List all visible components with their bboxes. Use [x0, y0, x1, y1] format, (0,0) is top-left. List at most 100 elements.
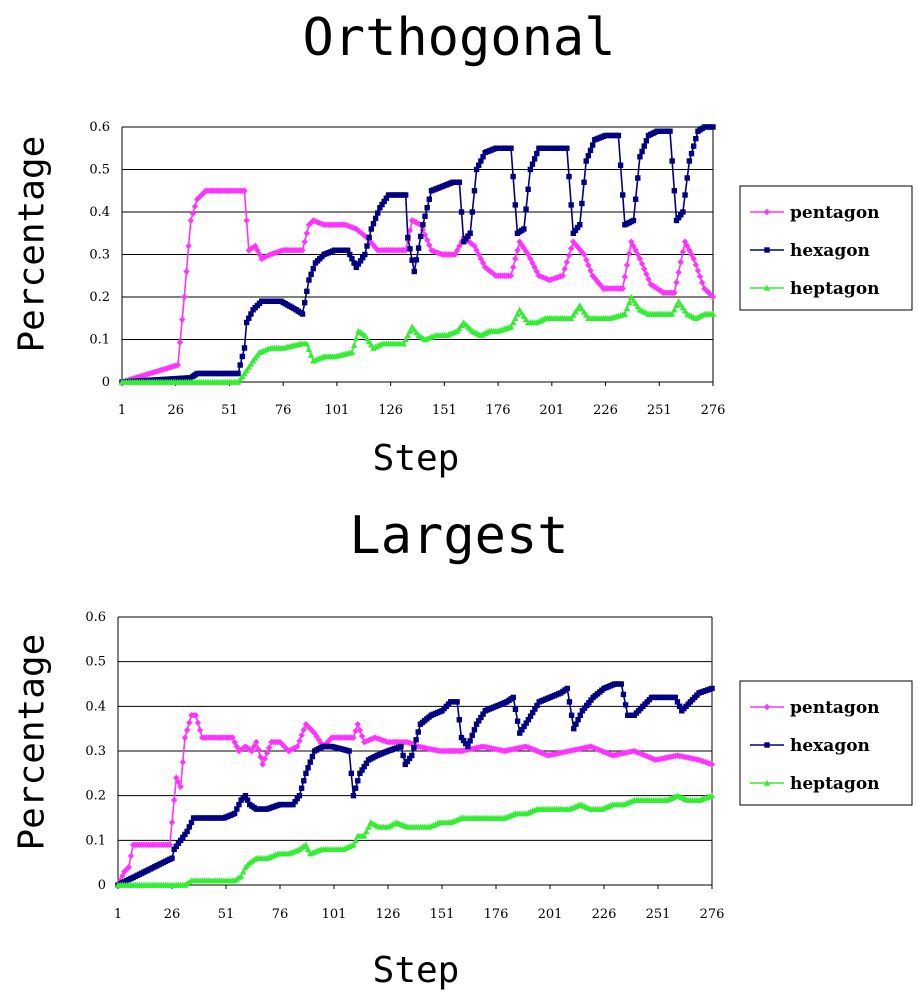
data-point-heptagon-orthogonal	[574, 305, 581, 312]
data-point-hexagon-orthogonal	[372, 215, 379, 222]
data-point-hexagon-largest	[454, 699, 460, 705]
data-point-hexagon-largest	[525, 717, 532, 723]
data-point-pentagon-orthogonal	[587, 267, 594, 274]
data-point-pentagon-orthogonal	[303, 230, 311, 237]
data-point-hexagon-orthogonal	[243, 319, 250, 326]
data-point-hexagon-orthogonal	[411, 268, 417, 275]
data-point-hexagon-orthogonal	[241, 345, 248, 351]
legend-marker-hexagon-largest	[764, 742, 770, 748]
data-point-pentagon-largest	[261, 755, 269, 763]
data-point-hexagon-orthogonal	[675, 214, 682, 221]
data-point-pentagon-largest	[300, 726, 307, 733]
data-point-hexagon-orthogonal	[299, 311, 306, 317]
data-point-hexagon-orthogonal	[310, 265, 316, 272]
data-point-hexagon-largest	[456, 717, 462, 723]
data-point-pentagon-orthogonal	[679, 248, 687, 256]
data-point-hexagon-orthogonal	[566, 173, 572, 180]
data-point-pentagon-orthogonal	[625, 250, 633, 257]
data-point-pentagon-orthogonal	[673, 279, 680, 286]
data-point-pentagon-largest	[166, 841, 174, 848]
data-point-heptagon-orthogonal	[350, 341, 358, 348]
data-point-hexagon-largest	[363, 760, 370, 766]
x-tick-label-largest: 101	[322, 907, 347, 922]
data-point-hexagon-orthogonal	[424, 205, 430, 211]
data-point-heptagon-orthogonal	[348, 349, 356, 355]
data-point-pentagon-orthogonal	[696, 273, 704, 280]
data-point-pentagon-orthogonal	[406, 227, 414, 234]
data-point-pentagon-orthogonal	[531, 264, 538, 271]
data-point-hexagon-orthogonal	[370, 220, 377, 227]
data-point-hexagon-orthogonal	[349, 256, 355, 262]
data-point-hexagon-orthogonal	[422, 213, 428, 219]
data-point-pentagon-orthogonal	[183, 268, 190, 275]
data-point-hexagon-orthogonal	[368, 226, 374, 232]
data-point-pentagon-orthogonal	[699, 279, 706, 286]
data-point-hexagon-largest	[480, 711, 486, 717]
data-point-pentagon-largest	[170, 796, 178, 804]
data-point-hexagon-orthogonal	[239, 353, 246, 360]
data-point-heptagon-orthogonal	[507, 323, 515, 330]
data-point-heptagon-largest	[352, 837, 359, 844]
data-point-hexagon-orthogonal	[678, 212, 684, 218]
data-point-pentagon-largest	[289, 745, 297, 752]
data-point-pentagon-orthogonal	[688, 251, 695, 258]
data-point-pentagon-largest	[229, 734, 236, 741]
data-point-hexagon-largest	[184, 828, 190, 835]
data-point-pentagon-orthogonal	[426, 241, 433, 249]
data-point-hexagon-orthogonal	[463, 236, 469, 242]
data-point-pentagon-largest	[296, 737, 303, 745]
y-tick-label-orthogonal: 0.5	[89, 163, 110, 178]
x-tick-label-orthogonal: 226	[593, 403, 618, 418]
data-point-hexagon-largest	[404, 758, 411, 765]
data-point-hexagon-orthogonal	[420, 222, 426, 228]
data-point-hexagon-largest	[175, 840, 182, 847]
data-point-hexagon-largest	[307, 759, 313, 765]
data-point-hexagon-orthogonal	[237, 362, 243, 368]
data-point-heptagon-orthogonal	[709, 310, 717, 317]
data-point-heptagon-orthogonal	[570, 311, 577, 318]
data-point-hexagon-largest	[406, 755, 413, 762]
data-point-hexagon-orthogonal	[351, 260, 357, 266]
data-point-pentagon-orthogonal	[563, 258, 571, 266]
data-point-hexagon-largest	[566, 699, 573, 705]
data-point-pentagon-orthogonal	[641, 265, 648, 273]
y-tick-label-largest: 0	[98, 878, 106, 893]
x-tick-label-orthogonal: 101	[324, 403, 349, 418]
data-point-hexagon-orthogonal	[579, 200, 585, 207]
data-point-hexagon-orthogonal	[587, 147, 594, 154]
data-point-hexagon-largest	[244, 797, 251, 803]
data-point-hexagon-largest	[577, 712, 583, 718]
x-tick-label-largest: 276	[700, 907, 725, 922]
data-point-hexagon-orthogonal	[529, 161, 536, 167]
data-point-pentagon-orthogonal	[583, 256, 590, 264]
data-point-pentagon-orthogonal	[684, 242, 691, 250]
data-point-hexagon-largest	[415, 729, 421, 735]
data-point-hexagon-largest	[352, 785, 359, 791]
data-point-hexagon-orthogonal	[583, 158, 589, 164]
data-point-hexagon-largest	[467, 738, 473, 744]
data-point-hexagon-orthogonal	[617, 162, 624, 168]
data-point-heptagon-orthogonal	[402, 336, 409, 343]
data-point-heptagon-orthogonal	[245, 363, 252, 370]
data-point-hexagon-largest	[182, 831, 188, 838]
data-point-hexagon-largest	[476, 718, 482, 724]
data-point-hexagon-largest	[473, 721, 480, 727]
data-point-pentagon-largest	[181, 734, 189, 741]
x-axis-label-orthogonal: Step	[372, 438, 460, 479]
data-point-pentagon-orthogonal	[651, 283, 659, 291]
data-point-pentagon-largest	[168, 819, 176, 826]
data-point-pentagon-orthogonal	[578, 248, 586, 256]
data-point-hexagon-orthogonal	[301, 299, 308, 306]
data-point-hexagon-orthogonal	[564, 145, 570, 151]
data-point-hexagon-orthogonal	[510, 173, 516, 180]
data-point-pentagon-largest	[298, 732, 305, 739]
data-point-pentagon-orthogonal	[632, 247, 639, 254]
data-point-pentagon-orthogonal	[645, 275, 652, 283]
data-point-hexagon-orthogonal	[409, 257, 415, 263]
data-point-hexagon-largest	[173, 843, 180, 849]
data-point-pentagon-largest	[354, 721, 361, 728]
data-point-hexagon-orthogonal	[364, 243, 370, 249]
x-tick-label-orthogonal: 1	[118, 403, 126, 418]
data-point-hexagon-orthogonal	[521, 226, 527, 232]
data-point-pentagon-orthogonal	[187, 217, 194, 224]
